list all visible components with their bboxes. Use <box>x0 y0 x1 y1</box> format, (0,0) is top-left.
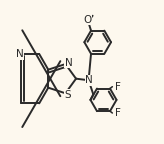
Text: F: F <box>115 108 121 118</box>
Text: F: F <box>115 82 121 92</box>
Text: N: N <box>85 75 93 85</box>
Text: O: O <box>83 15 91 25</box>
Text: S: S <box>64 90 71 100</box>
Text: N: N <box>16 49 23 59</box>
Text: N: N <box>65 57 72 68</box>
